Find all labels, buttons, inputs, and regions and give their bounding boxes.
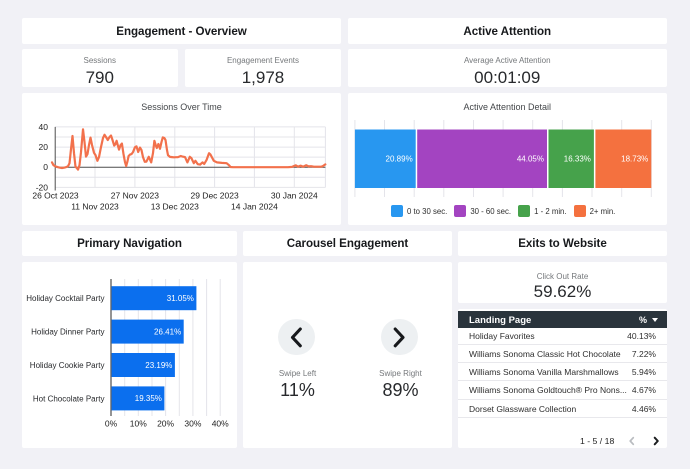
- svg-text:23.19%: 23.19%: [145, 361, 172, 370]
- svg-text:29 Dec 2023: 29 Dec 2023: [190, 191, 238, 201]
- svg-text:14 Jan 2024: 14 Jan 2024: [231, 202, 278, 212]
- svg-text:10%: 10%: [130, 419, 147, 429]
- svg-text:20: 20: [39, 142, 49, 152]
- svg-text:0: 0: [43, 162, 48, 172]
- svg-text:30 Jan 2024: 30 Jan 2024: [271, 191, 318, 201]
- svg-text:Holiday Dinner Party: Holiday Dinner Party: [31, 328, 104, 337]
- svg-text:-20: -20: [36, 182, 49, 192]
- svg-text:44.05%: 44.05%: [516, 154, 543, 163]
- svg-text:13 Dec 2023: 13 Dec 2023: [151, 202, 199, 212]
- svg-text:11 Nov 2023: 11 Nov 2023: [71, 202, 119, 212]
- svg-text:Hot Chocolate Party: Hot Chocolate Party: [33, 394, 105, 403]
- svg-text:16.33%: 16.33%: [563, 154, 590, 163]
- svg-text:20.89%: 20.89%: [385, 154, 412, 163]
- svg-text:31.05%: 31.05%: [167, 294, 194, 303]
- svg-text:40: 40: [39, 122, 49, 132]
- svg-text:19.35%: 19.35%: [135, 394, 162, 403]
- svg-text:30%: 30%: [184, 419, 201, 429]
- svg-text:40%: 40%: [212, 419, 229, 429]
- svg-text:Holiday Cocktail Party: Holiday Cocktail Party: [26, 294, 104, 303]
- svg-text:18.73%: 18.73%: [621, 154, 648, 163]
- svg-text:27 Nov 2023: 27 Nov 2023: [111, 191, 159, 201]
- svg-text:0%: 0%: [105, 419, 118, 429]
- svg-text:26 Oct 2023: 26 Oct 2023: [32, 191, 79, 201]
- svg-text:26.41%: 26.41%: [154, 327, 181, 336]
- svg-text:20%: 20%: [157, 419, 174, 429]
- svg-text:Holiday Cookie Party: Holiday Cookie Party: [30, 361, 105, 370]
